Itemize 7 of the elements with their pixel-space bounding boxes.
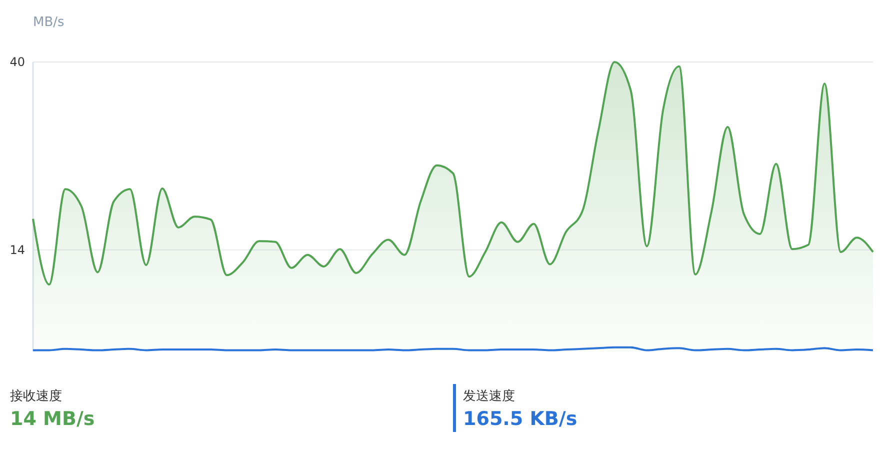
text: 165.5 KB/s [463, 408, 578, 430]
y-tick-label: 14 [10, 243, 25, 258]
text: 发送速度 [463, 388, 515, 404]
text: 14 MB/s [10, 408, 95, 430]
y-tick-label: 40 [10, 55, 25, 70]
text: 接收速度 [10, 388, 62, 404]
y-axis-title: MB/s [33, 15, 65, 30]
